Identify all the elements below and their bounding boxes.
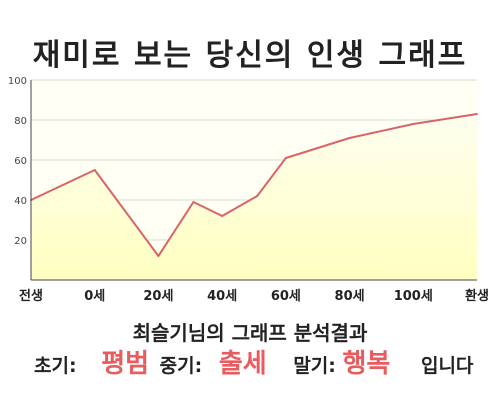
- x-tick-label: 환생: [465, 288, 489, 304]
- analysis-result: 초기: 평범 중기: 출세 말기: 행복 입니다: [34, 343, 494, 380]
- late-label: 말기:: [293, 355, 336, 377]
- data-point-7: [316, 147, 319, 149]
- mid-value: 출세: [218, 349, 267, 379]
- data-point-6: [284, 157, 287, 159]
- early-value: 평범: [101, 349, 150, 379]
- x-tick-label: 40세: [207, 289, 237, 304]
- data-point-5: [256, 195, 259, 197]
- series-area: [31, 114, 477, 280]
- data-point-4: [221, 215, 224, 217]
- ending-text: 입니다: [420, 355, 474, 377]
- data-point-10: [476, 113, 478, 115]
- x-tick-label: 60세: [271, 289, 301, 304]
- x-tick-label: 80세: [335, 289, 365, 304]
- y-tick-label-60: 60: [14, 156, 27, 167]
- x-tick-label: 100세: [394, 289, 433, 304]
- page-title: 재미로 보는 당신의 인생 그래프: [32, 38, 468, 73]
- x-tick-label: 전생: [19, 288, 43, 304]
- data-point-9: [412, 123, 415, 125]
- analysis-heading: 최슬기님의 그래프 분석결과: [132, 321, 368, 345]
- y-tick-label-100: 100: [8, 76, 27, 87]
- y-tick-label-80: 80: [14, 116, 27, 127]
- data-point-8: [348, 137, 351, 139]
- x-tick-label: 0세: [84, 289, 105, 304]
- early-label: 초기:: [34, 355, 77, 377]
- x-tick-label: 20세: [143, 289, 173, 304]
- y-tick-label-20: 20: [14, 236, 27, 247]
- y-tick-label-40: 40: [14, 196, 27, 207]
- mid-label: 중기:: [159, 355, 203, 377]
- data-point-1: [93, 169, 96, 171]
- late-value: 행복: [342, 349, 391, 379]
- data-point-2: [157, 255, 160, 257]
- data-point-3: [192, 201, 195, 203]
